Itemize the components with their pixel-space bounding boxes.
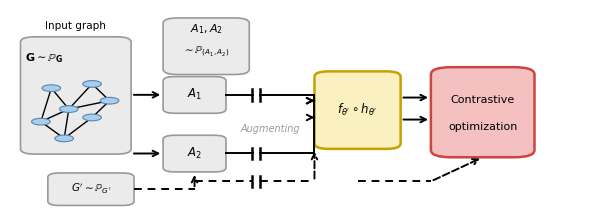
Text: $f_{\theta^{\prime}} \circ h_{\theta^{\prime}}$: $f_{\theta^{\prime}} \circ h_{\theta^{\p… [337, 102, 378, 118]
FancyBboxPatch shape [314, 71, 400, 149]
FancyBboxPatch shape [20, 37, 131, 154]
Circle shape [42, 85, 61, 92]
Circle shape [100, 97, 119, 104]
Circle shape [83, 114, 102, 121]
Circle shape [83, 81, 102, 87]
Text: $\mathbf{G} \sim \mathbb{P}_{\mathbf{G}}$: $\mathbf{G} \sim \mathbb{P}_{\mathbf{G}}… [25, 51, 64, 65]
Text: Augmenting: Augmenting [241, 124, 301, 134]
Text: $\sim \mathbb{P}_{(A_1,A_2)}$: $\sim \mathbb{P}_{(A_1,A_2)}$ [182, 44, 230, 59]
Text: Contrastive: Contrastive [451, 95, 515, 105]
Circle shape [59, 106, 78, 113]
FancyBboxPatch shape [48, 173, 134, 205]
FancyBboxPatch shape [163, 77, 226, 113]
Text: $G^{\prime} \sim \mathbb{P}_{G^{\prime}}$: $G^{\prime} \sim \mathbb{P}_{G^{\prime}}… [71, 182, 111, 196]
Circle shape [55, 135, 74, 142]
Text: Input graph: Input graph [45, 21, 106, 31]
Circle shape [31, 118, 50, 125]
FancyBboxPatch shape [163, 135, 226, 172]
Text: $A_1$: $A_1$ [187, 87, 202, 102]
Text: optimization: optimization [448, 122, 517, 132]
FancyBboxPatch shape [431, 67, 535, 157]
FancyBboxPatch shape [163, 18, 249, 75]
Text: $A_1, A_2$: $A_1, A_2$ [189, 22, 223, 36]
Text: $A_2$: $A_2$ [187, 146, 202, 161]
